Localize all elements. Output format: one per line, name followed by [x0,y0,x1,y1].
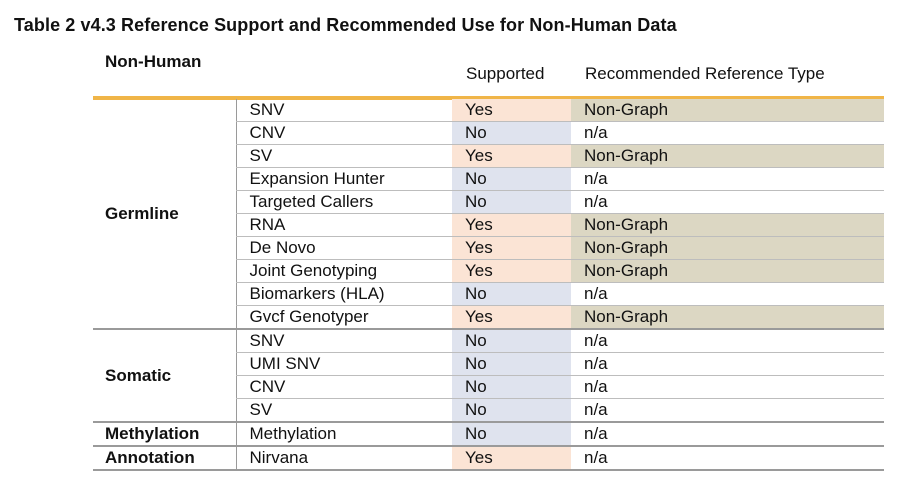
group-label: Methylation [93,422,236,447]
table-row: Annotation Nirvana Yes n/a [93,446,884,471]
supported-cell: No [452,329,571,353]
supported-cell: Yes [452,305,571,330]
supported-cell: Yes [452,213,571,237]
column-header-supported: Supported [466,64,545,83]
reference-type-cell: n/a [571,190,884,214]
supported-cell: No [452,422,571,447]
feature-cell: CNV [235,375,452,399]
supported-cell: No [452,375,571,399]
group-label: Germline [93,99,236,330]
table-row: Methylation Methylation No n/a [93,422,884,447]
table-row: Gvcf Genotyper Yes Non-Graph [93,305,884,330]
feature-cell: Biomarkers (HLA) [235,282,452,306]
reference-type-cell: n/a [571,121,884,145]
feature-cell: SNV [235,329,452,353]
supported-cell: No [452,121,571,145]
table-row: RNA Yes Non-Graph [93,213,884,237]
feature-cell: De Novo [235,236,452,260]
table-row: CNV No n/a [93,375,884,399]
table-row: Expansion Hunter No n/a [93,167,884,191]
supported-cell: Yes [452,259,571,283]
feature-cell: SV [235,398,452,423]
table-row: Somatic SNV No n/a [93,329,884,423]
feature-cell: Expansion Hunter [235,167,452,191]
table-row: Biomarkers (HLA) No n/a [93,282,884,306]
supported-cell: No [452,190,571,214]
table-row: Targeted Callers No n/a [93,190,884,214]
reference-type-cell: n/a [571,398,884,423]
feature-cell: Joint Genotyping [235,259,452,283]
feature-cell: UMI SNV [235,352,452,376]
reference-type-cell: n/a [571,446,884,471]
table-row: Germline SNV Yes Non-Graph [93,99,884,330]
column-header-category: Non-Human [105,52,202,71]
table-row: SV Yes Non-Graph [93,144,884,168]
feature-cell: RNA [235,213,452,237]
supported-cell: Yes [452,236,571,260]
reference-support-table: Germline SNV Yes Non-Graph CNV No n/a SV Yes Non-… [93,99,884,471]
feature-cell: Gvcf Genotyper [235,305,452,330]
table-title: Table 2 v4.3 Reference Support and Recom… [14,15,677,35]
table-row: UMI SNV No n/a [93,352,884,376]
reference-type-cell: n/a [571,167,884,191]
reference-type-cell: Non-Graph [571,236,884,260]
header-rule [93,96,884,100]
feature-cell: SNV [235,99,452,122]
reference-type-cell: n/a [571,352,884,376]
supported-cell: No [452,167,571,191]
column-header-reference-type: Recommended Reference Type [585,64,825,83]
reference-type-cell: Non-Graph [571,259,884,283]
table-row: Joint Genotyping Yes Non-Graph [93,259,884,283]
feature-cell: Targeted Callers [235,190,452,214]
group-label: Annotation [93,446,236,471]
table-row: SV No n/a [93,398,884,423]
reference-type-cell: n/a [571,422,884,447]
supported-cell: No [452,398,571,423]
table-row: CNV No n/a [93,121,884,145]
supported-cell: No [452,352,571,376]
reference-type-cell: Non-Graph [571,305,884,330]
table-row: De Novo Yes Non-Graph [93,236,884,260]
supported-cell: No [452,282,571,306]
supported-cell: Yes [452,446,571,471]
table-body: Germline SNV Yes Non-Graph CNV No n/a SV Yes Non-… [93,99,884,471]
reference-type-cell: Non-Graph [571,99,884,122]
reference-type-cell: Non-Graph [571,213,884,237]
reference-type-cell: Non-Graph [571,144,884,168]
group-label: Somatic [93,329,236,423]
feature-cell: SV [235,144,452,168]
reference-type-cell: n/a [571,375,884,399]
reference-type-cell: n/a [571,282,884,306]
supported-cell: Yes [452,99,571,122]
feature-cell: CNV [235,121,452,145]
feature-cell: Methylation [235,422,452,447]
supported-cell: Yes [452,144,571,168]
feature-cell: Nirvana [235,446,452,471]
reference-type-cell: n/a [571,329,884,353]
